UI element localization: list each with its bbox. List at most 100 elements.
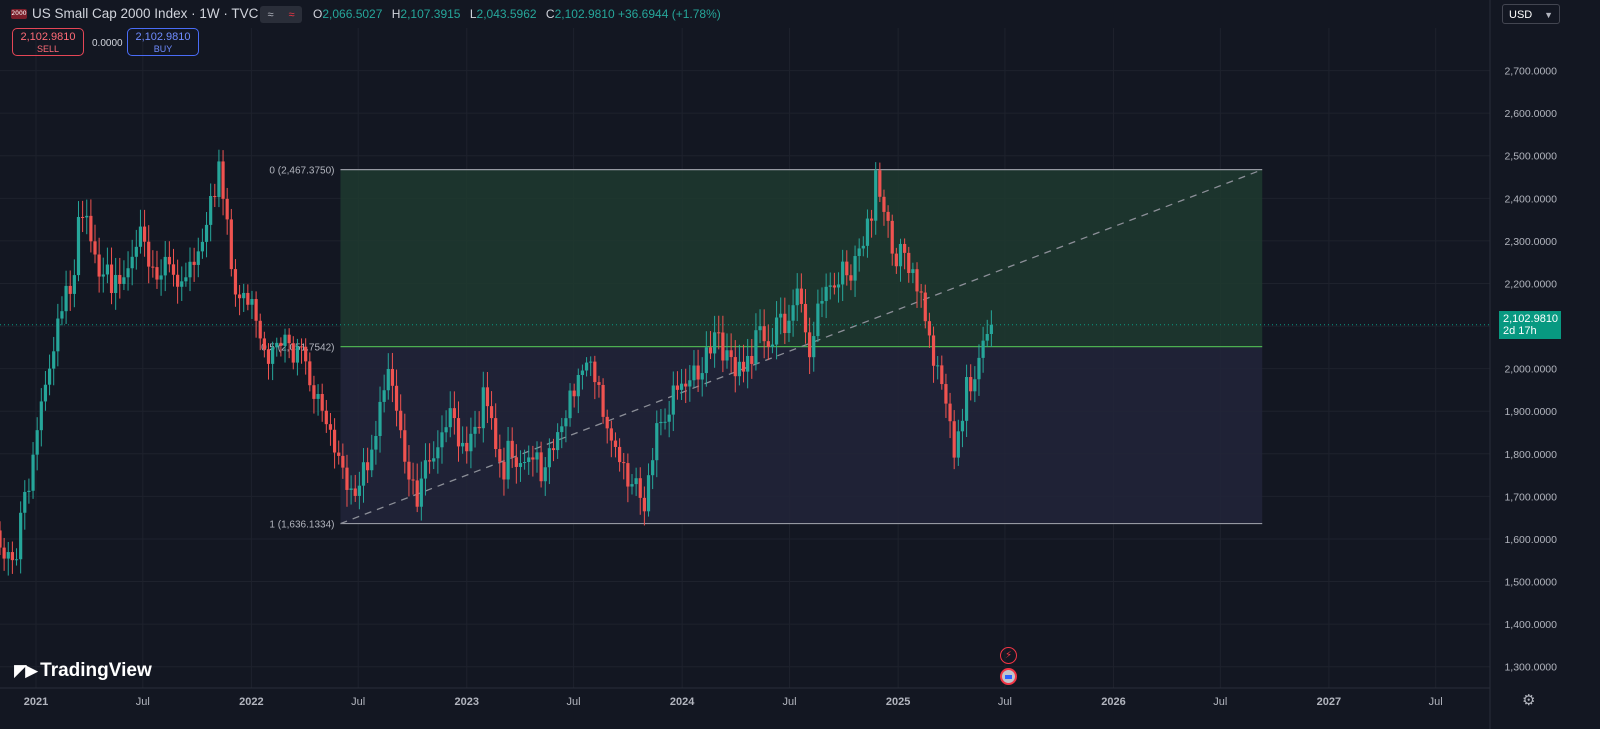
candle-body: [940, 365, 944, 385]
candle-body: [886, 211, 890, 221]
candle-body: [287, 334, 291, 344]
candle-body: [262, 338, 266, 350]
candle-body: [196, 251, 200, 265]
candle-body: [969, 377, 973, 392]
candle-body: [535, 452, 539, 460]
indicator-icon[interactable]: ≈: [288, 8, 295, 21]
compare-icon[interactable]: ≈: [267, 8, 274, 21]
candle-body: [407, 461, 411, 480]
candle-body: [378, 401, 382, 436]
candle-body: [258, 320, 262, 339]
candle-body: [890, 220, 894, 254]
time-tick-label: 2023: [455, 696, 479, 708]
price-tick-label: 1,600.0000: [1504, 534, 1557, 546]
candle-body: [861, 245, 865, 249]
candle-body: [907, 252, 911, 273]
candle-body: [180, 281, 184, 287]
sell-button[interactable]: 2,102.9810 SELL: [12, 28, 84, 56]
candle-body: [692, 365, 696, 381]
candle-body: [894, 253, 898, 267]
candle-body: [47, 368, 52, 385]
candle-body: [320, 393, 324, 411]
candle-body: [43, 384, 48, 402]
price-tick-label: 2,200.0000: [1504, 278, 1557, 290]
candle-body: [824, 286, 828, 302]
candle-body: [411, 479, 415, 481]
candle-body: [188, 261, 192, 278]
candle-body: [246, 292, 250, 305]
candle-body: [721, 332, 725, 361]
price-tick-label: 2,700.0000: [1504, 66, 1557, 78]
candle-body: [956, 431, 960, 458]
candle-body: [733, 357, 737, 377]
candle-body: [737, 361, 741, 377]
candle-body: [931, 335, 936, 366]
candle-body: [981, 340, 985, 358]
candle-body: [345, 467, 349, 490]
ohlc-readout: O2,066.5027 H2,107.3915 L2,043.5962 C2,1…: [313, 7, 727, 21]
header-icon-buttons[interactable]: ≈ ≈: [260, 6, 302, 23]
candle-body: [436, 447, 440, 459]
candle-body: [646, 475, 651, 512]
candle-body: [597, 382, 601, 385]
candle-body: [118, 274, 122, 284]
price-tick-label: 1,300.0000: [1504, 662, 1557, 674]
candle-body: [803, 303, 808, 333]
candle-body: [163, 256, 167, 276]
candle-body: [122, 277, 126, 284]
candle-body: [52, 351, 56, 369]
candle-body: [93, 241, 97, 255]
gear-icon[interactable]: ⚙: [1522, 692, 1536, 709]
lightning-icon[interactable]: ⚡: [1000, 647, 1017, 664]
candle-body: [444, 427, 448, 433]
candle-body: [960, 420, 965, 432]
candle-body: [754, 330, 758, 364]
ohlc-low-key: L: [469, 7, 477, 21]
time-tick-label: Jul: [998, 696, 1012, 708]
candle-body: [522, 462, 527, 464]
chart-title[interactable]: US Small Cap 2000 Index · 1W · TVC: [32, 6, 259, 21]
time-tick-label: Jul: [351, 696, 365, 708]
candle-body: [233, 269, 238, 295]
candle-body: [580, 370, 585, 375]
candle-body: [518, 463, 523, 467]
time-tick-label: Jul: [1429, 696, 1443, 708]
candle-body: [626, 463, 630, 487]
candle-body: [469, 433, 473, 452]
us-flag-icon[interactable]: [1000, 668, 1017, 685]
candle-body: [254, 299, 258, 321]
candle-body: [291, 343, 295, 363]
candle-body: [64, 285, 68, 312]
candle-body: [452, 408, 456, 419]
candle-body: [713, 332, 717, 354]
candle-body: [853, 256, 857, 281]
candle-body: [481, 387, 485, 429]
candle-body: [882, 196, 886, 212]
buy-button[interactable]: 2,102.9810 BUY: [127, 28, 199, 56]
candle-body: [19, 512, 23, 560]
candle-body: [655, 423, 659, 461]
candle-body: [952, 421, 956, 458]
candle-body: [456, 418, 461, 447]
currency-select[interactable]: USD ▼: [1502, 4, 1560, 24]
tradingview-logo[interactable]: ◤▶ TradingView: [14, 660, 152, 682]
candle-body: [642, 497, 646, 512]
candle-body: [498, 449, 502, 462]
candle-body: [299, 346, 304, 348]
candle-body: [213, 195, 217, 198]
candle-body: [762, 326, 766, 342]
candle-body: [779, 313, 783, 318]
price-tick-label: 2,500.0000: [1504, 151, 1557, 163]
candle-body: [878, 170, 882, 197]
price-tick-label: 1,800.0000: [1504, 449, 1557, 461]
tradingview-wordmark: TradingView: [40, 660, 152, 681]
candle-body: [221, 161, 225, 199]
candle-body: [72, 275, 76, 294]
candle-body: [357, 485, 361, 496]
candle-body: [415, 480, 419, 507]
candle-body: [283, 334, 287, 346]
candle-body: [564, 418, 568, 427]
candle-body: [812, 336, 816, 358]
candle-body: [97, 254, 101, 277]
